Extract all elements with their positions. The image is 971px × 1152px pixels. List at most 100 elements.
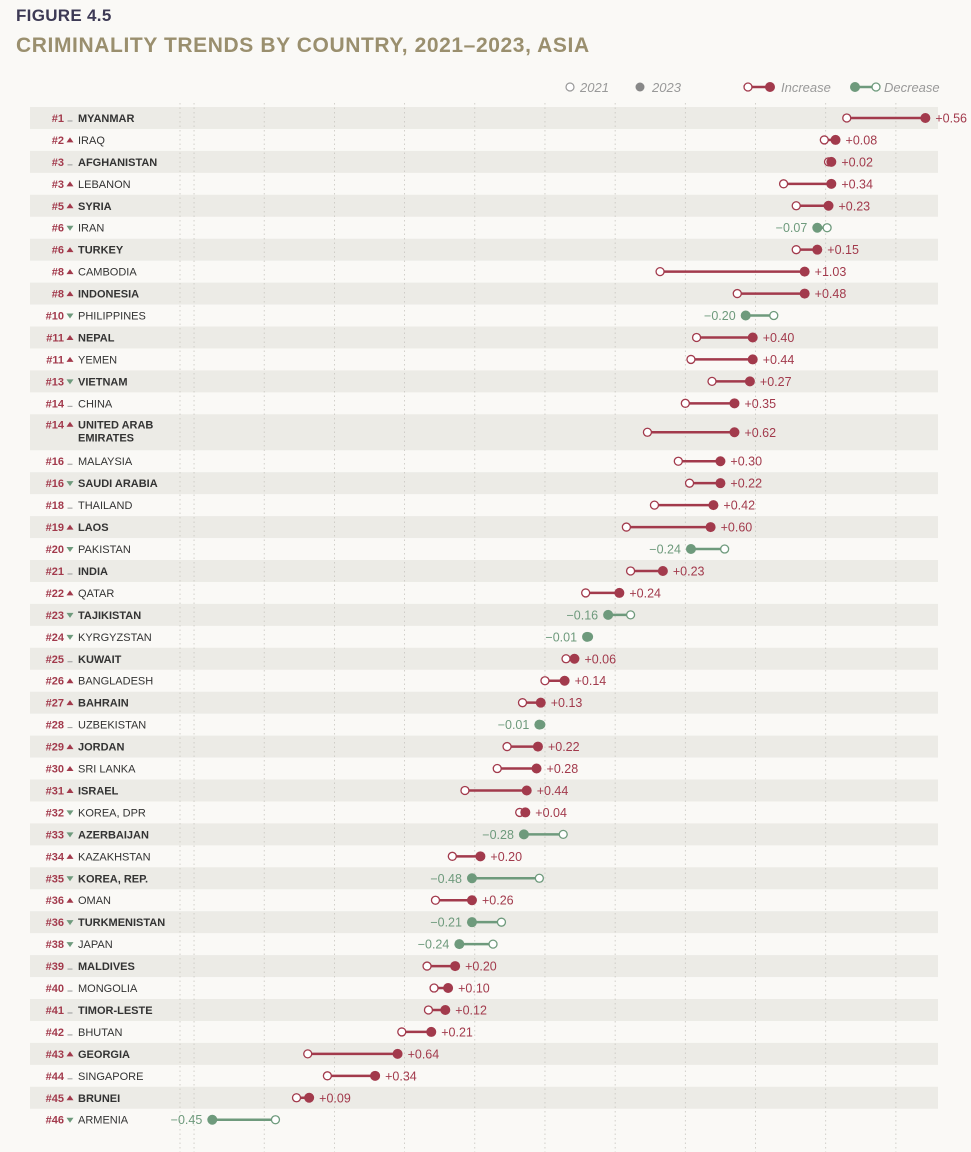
figure-label: FIGURE 4.5 <box>16 6 112 25</box>
point-2021 <box>649 500 660 510</box>
rank-label: #40 <box>46 983 64 995</box>
point-2021 <box>488 939 498 949</box>
change-label: −0.45 <box>171 1113 203 1127</box>
rank-label: #14 <box>46 419 65 431</box>
point-2023 <box>740 310 751 321</box>
row-band <box>30 472 938 495</box>
country-label: LAOS <box>78 522 109 534</box>
point-2023 <box>443 983 454 994</box>
legend-decrease-filled <box>850 82 860 92</box>
country-label: TIMOR-LESTE <box>78 1005 153 1017</box>
change-label: +1.03 <box>815 265 847 279</box>
point-2021 <box>430 895 441 905</box>
point-2021 <box>769 310 779 321</box>
point-2021 <box>732 288 742 299</box>
trend-up-icon <box>66 744 74 750</box>
chart-row: #45 BRUNEI +0.09 <box>46 1091 351 1105</box>
legend-2023-marker <box>635 82 645 92</box>
rank-label: #10 <box>46 311 64 323</box>
change-label: +0.42 <box>723 499 755 513</box>
trend-down-icon <box>66 1117 74 1123</box>
point-2023 <box>559 675 570 686</box>
chart-row: #25 KUWAIT +0.06 <box>46 652 616 666</box>
chart-row: #16 SAUDI ARABIA +0.22 <box>46 477 762 491</box>
rank-label: #25 <box>46 654 64 666</box>
point-2023 <box>521 785 532 796</box>
country-label: AFGHANISTAN <box>78 157 157 169</box>
chart-row: #28 UZBEKISTAN −0.01 <box>46 718 546 732</box>
chart-row: #41 TIMOR-LESTE +0.12 <box>46 1003 487 1017</box>
point-2023 <box>426 1026 437 1037</box>
country-label: INDONESIA <box>78 289 139 301</box>
change-label: +0.28 <box>547 762 579 776</box>
point-2021 <box>460 785 470 796</box>
chart-row: #6 IRAN −0.07 <box>52 221 832 235</box>
country-label: LEBANON <box>78 179 131 191</box>
row-band <box>30 370 938 393</box>
rank-label: #6 <box>52 223 64 235</box>
chart-row: #39 MALDIVES +0.20 <box>46 960 497 974</box>
country-label: MONGOLIA <box>78 983 138 995</box>
chart-row: #19 LAOS +0.60 <box>46 521 753 535</box>
chart-row: #1 MYANMAR +0.56 <box>52 111 967 125</box>
rank-label: #42 <box>46 1027 64 1039</box>
change-label: +0.48 <box>815 287 847 301</box>
country-label: MALDIVES <box>78 961 135 973</box>
change-label: +0.40 <box>763 331 795 345</box>
row-band <box>30 194 938 217</box>
chart-row: #43 GEORGIA +0.64 <box>46 1047 440 1061</box>
row-band <box>30 326 938 349</box>
point-2023 <box>715 478 726 489</box>
point-2023 <box>569 653 580 664</box>
country-label: SRI LANKA <box>78 764 136 776</box>
point-2021 <box>686 354 696 365</box>
country-label: ISRAEL <box>78 785 119 797</box>
point-2021 <box>819 135 829 145</box>
trend-down-icon <box>66 810 74 816</box>
point-2023 <box>823 200 834 211</box>
change-label: +0.44 <box>763 353 795 367</box>
rank-label: #11 <box>46 332 64 344</box>
rank-label: #46 <box>46 1115 64 1127</box>
change-label: +0.09 <box>319 1091 351 1105</box>
point-2023 <box>475 851 486 862</box>
point-2021 <box>540 676 550 686</box>
chart-row: #3 LEBANON +0.34 <box>52 177 873 191</box>
point-2023 <box>304 1092 315 1103</box>
country-label: BHUTAN <box>78 1027 122 1039</box>
chart-row: #36 TURKMENISTAN −0.21 <box>46 916 507 930</box>
country-label: SINGAPORE <box>78 1071 143 1083</box>
legend-increase-label: Increase <box>781 80 831 95</box>
chart-row: #14 CHINA +0.35 <box>46 397 776 411</box>
point-2023 <box>920 112 931 123</box>
change-label: +0.23 <box>839 199 871 213</box>
chart-row: #11 NEPAL +0.40 <box>46 331 794 345</box>
country-label: TURKEY <box>78 245 124 257</box>
chart-row: #21 INDIA +0.23 <box>46 564 705 578</box>
row-band <box>30 414 938 451</box>
trend-up-icon <box>66 678 74 684</box>
country-label: BRUNEI <box>78 1093 120 1105</box>
rank-label: #30 <box>46 764 64 776</box>
change-label: +0.13 <box>551 696 583 710</box>
chart-row: #13 VIETNAM +0.27 <box>46 375 792 389</box>
point-2021 <box>492 763 502 774</box>
change-label: +0.56 <box>935 111 967 125</box>
point-2021 <box>707 376 717 387</box>
chart-row: #34 KAZAKHSTAN +0.20 <box>46 850 522 864</box>
change-label: +0.06 <box>584 652 616 666</box>
country-label: VIETNAM <box>78 376 128 388</box>
trend-up-icon <box>66 269 74 275</box>
trend-up-icon <box>66 853 74 859</box>
point-2021 <box>517 698 528 708</box>
point-2021 <box>791 245 801 255</box>
row-band <box>30 1042 938 1065</box>
row-band <box>30 647 938 670</box>
country-label: BANGLADESH <box>78 676 153 688</box>
chart-row: #33 AZERBAIJAN −0.28 <box>46 828 568 842</box>
chart-row: #44 SINGAPORE +0.34 <box>46 1069 417 1083</box>
country-label: GEORGIA <box>78 1049 130 1061</box>
rank-label: #3 <box>52 157 64 169</box>
chart-row: #30 SRI LANKA +0.28 <box>46 762 579 776</box>
legend-2023-label: 2023 <box>651 80 682 95</box>
